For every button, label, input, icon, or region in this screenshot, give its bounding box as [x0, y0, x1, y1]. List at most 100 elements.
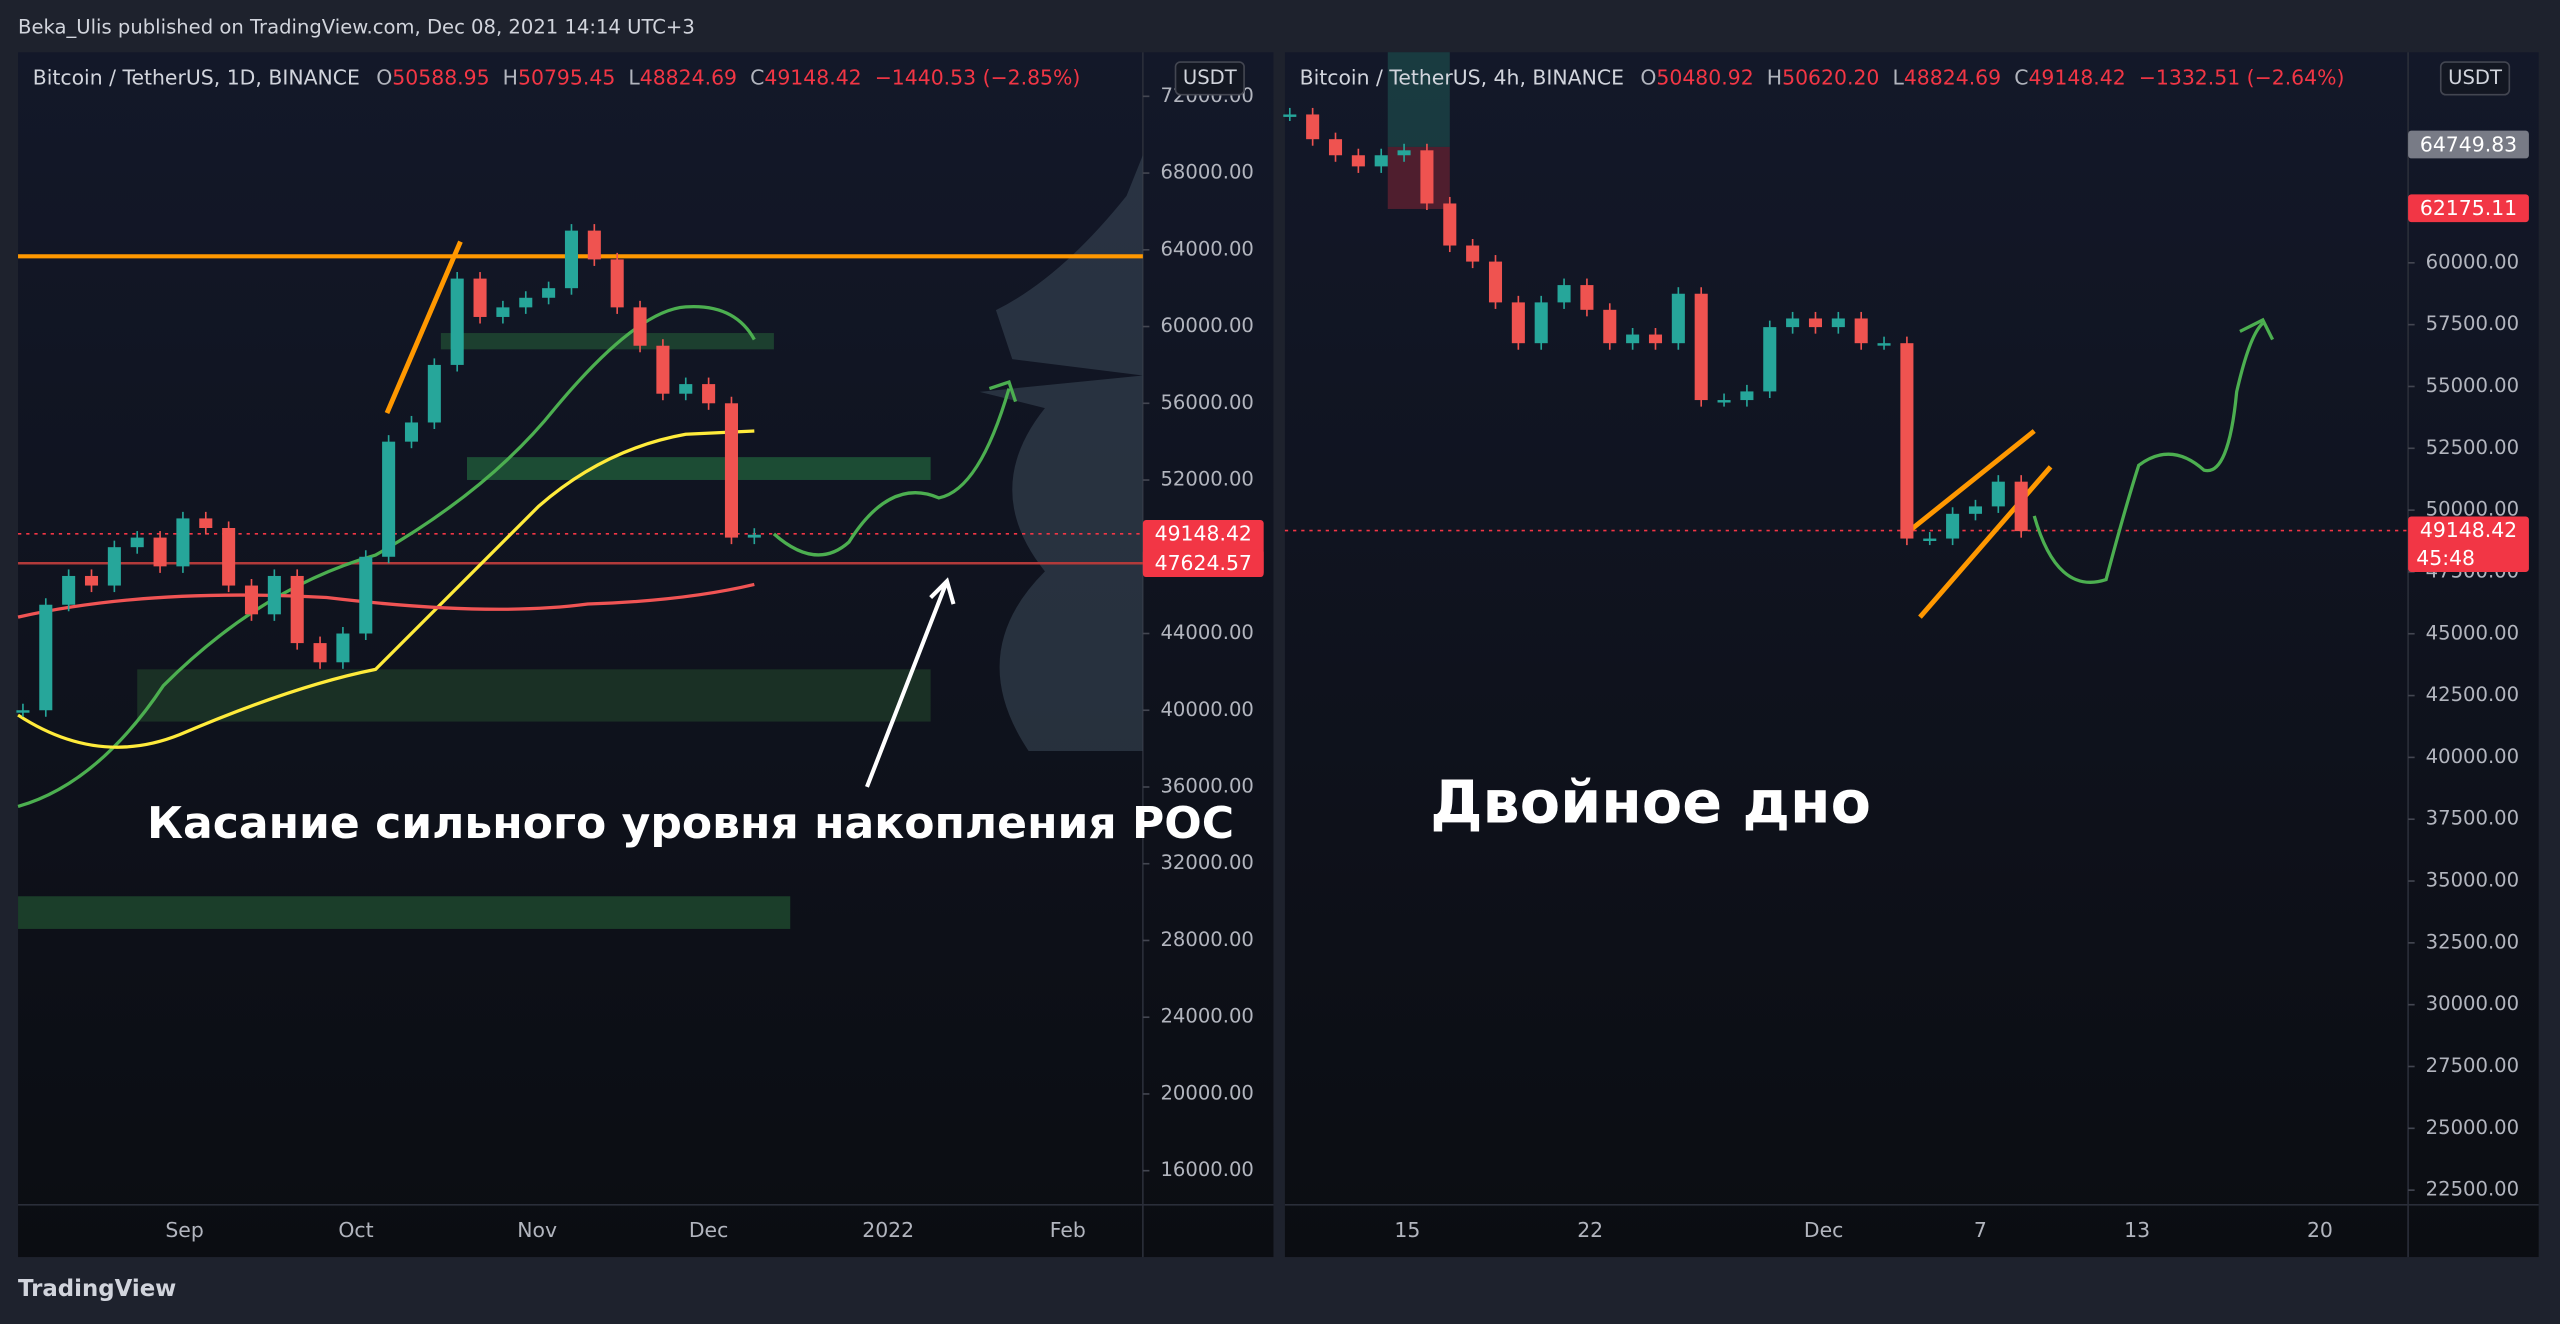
candle: [199, 518, 213, 528]
candle: [1466, 245, 1480, 262]
candle: [382, 441, 396, 557]
candle: [1854, 318, 1868, 344]
y-tick-label: 20000.00: [1160, 1081, 1253, 1104]
currency-button: [1174, 61, 1245, 96]
y-tick-label: 32500.00: [2426, 930, 2519, 953]
x-tick-label: 2022: [862, 1218, 914, 1242]
candle: [610, 259, 624, 308]
y-tick-label: 44000.00: [1160, 621, 1253, 644]
candle: [679, 384, 693, 394]
y-tick-label: 27500.00: [2426, 1054, 2519, 1077]
y-tick-label: 45000.00: [2426, 621, 2519, 644]
pointer-arrow: [865, 577, 956, 788]
y-tick-label: 52500.00: [2426, 436, 2519, 459]
legend-part: −1332.51 (−2.64%): [2139, 65, 2345, 89]
candle: [62, 575, 76, 605]
x-tick-label: Dec: [1804, 1218, 1843, 1242]
y-tick-label: 22500.00: [2426, 1178, 2519, 1201]
ma-yellow: [17, 429, 755, 749]
candle: [1580, 285, 1594, 310]
candle: [84, 575, 99, 586]
currency-label: USDT: [1183, 66, 1238, 89]
candle: [39, 604, 53, 711]
price-tag: [1142, 549, 1264, 578]
position-stop: [1387, 146, 1450, 209]
legend-part: −1440.53 (−2.85%): [875, 65, 1081, 89]
y-tick-label: 60000.00: [2426, 250, 2519, 273]
candle: [1626, 334, 1640, 344]
candle: [359, 556, 373, 634]
legend-part: 49148.42: [2028, 65, 2125, 89]
x-tick-label: Feb: [1050, 1218, 1086, 1242]
x-tick-label: Oct: [338, 1218, 373, 1242]
candle: [702, 384, 716, 404]
y-tick-label: 52000.00: [1160, 468, 1253, 491]
candle: [404, 422, 419, 442]
candle: [1306, 114, 1320, 140]
candle: [267, 575, 281, 615]
candle: [1488, 261, 1503, 303]
candle: [1786, 318, 1800, 328]
right-drawings: [1284, 52, 2409, 619]
right-panel: [1284, 52, 2539, 1258]
candle: [564, 230, 579, 289]
price-tag-label: 47624.57: [1155, 551, 1252, 575]
candle: [2014, 481, 2028, 532]
candle: [1443, 203, 1457, 246]
candle: [450, 278, 464, 365]
position-target: [1387, 52, 1450, 147]
candle: [1808, 318, 1823, 328]
candle: [1671, 293, 1685, 344]
currency-button: [2439, 61, 2511, 96]
legend-part: H: [503, 65, 518, 89]
annotation: Касание сильного уровня накопления POC: [147, 798, 1234, 849]
candle: [313, 643, 327, 663]
candle: [130, 537, 144, 548]
candle: [244, 585, 259, 615]
legend-part: C: [750, 65, 764, 89]
y-tick-label: 40000.00: [1160, 698, 1253, 721]
y-tick-label: 32000.00: [1160, 851, 1253, 874]
legend-part: Bitcoin / TetherUS, 4h, BINANCE: [1300, 65, 1624, 89]
countdown: 45:48: [2416, 546, 2475, 570]
candle: [1694, 293, 1708, 401]
candle: [1946, 513, 1960, 539]
y-tick-label: 36000.00: [1160, 774, 1253, 797]
zone: [137, 669, 931, 722]
volume-profile: [979, 155, 1143, 751]
candle: [1877, 343, 1891, 346]
candle: [107, 547, 121, 586]
legend-part: 50795.45: [518, 65, 615, 89]
candle: [473, 278, 487, 317]
legend-part: 50588.95: [392, 65, 489, 89]
legend: Bitcoin / TetherUS, 4h, BINANCE O50480.92…: [1300, 65, 2345, 89]
price-tag-label: 62175.11: [2420, 196, 2517, 220]
y-tick-label: 56000.00: [1160, 391, 1253, 414]
candle: [542, 288, 556, 298]
y-tick-label: 24000.00: [1160, 1005, 1253, 1028]
candle: [1351, 155, 1365, 167]
y-tick-label: 55000.00: [2426, 374, 2519, 397]
x-tick-label: Nov: [517, 1218, 557, 1242]
y-tick-label: 57500.00: [2426, 312, 2519, 335]
legend-part: O: [1640, 65, 1656, 89]
channel: [1902, 429, 2053, 619]
candle: [1831, 318, 1845, 328]
y-tick-label: 25000.00: [2426, 1116, 2519, 1139]
candle: [656, 345, 670, 394]
y-tick-label: 16000.00: [1160, 1158, 1253, 1181]
candle: [1740, 391, 1754, 401]
candle: [1603, 309, 1617, 344]
price-tag-label: 64749.83: [2420, 132, 2517, 156]
y-tick-label: 50000.00: [2426, 498, 2519, 521]
candle: [1397, 150, 1411, 156]
candle: [1511, 302, 1525, 344]
candle: [496, 307, 510, 317]
candle: [1534, 302, 1548, 344]
forecast-curve: [2032, 322, 2264, 584]
header-text: Beka_Ulis published on TradingView.com, …: [18, 15, 695, 38]
legend-part: 48824.69: [640, 65, 737, 89]
candle: [519, 297, 533, 308]
candle: [1328, 139, 1343, 156]
